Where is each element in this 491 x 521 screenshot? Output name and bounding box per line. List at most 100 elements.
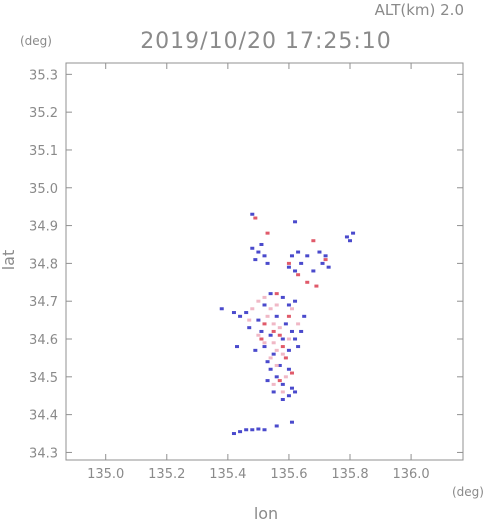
data-point	[289, 371, 294, 375]
data-point	[296, 345, 301, 349]
y-tick-label: 34.6	[29, 333, 58, 348]
data-point	[231, 432, 236, 436]
data-point	[271, 382, 276, 386]
data-point	[256, 250, 261, 254]
data-point	[250, 307, 255, 311]
data-point	[247, 326, 252, 330]
data-point	[274, 303, 279, 307]
data-point	[289, 254, 294, 258]
data-point	[235, 345, 240, 349]
y-tick-label: 34.3	[29, 446, 58, 461]
data-point	[256, 427, 261, 431]
data-point	[286, 303, 291, 307]
data-point	[293, 299, 298, 303]
data-point	[238, 430, 243, 434]
data-point	[244, 311, 249, 315]
data-point	[317, 250, 322, 254]
data-point	[231, 311, 236, 315]
data-point	[271, 329, 276, 333]
data-point	[286, 265, 291, 269]
data-point	[280, 295, 285, 299]
data-point	[305, 280, 310, 284]
data-point	[265, 231, 270, 235]
data-point	[323, 254, 328, 258]
data-point	[256, 333, 261, 337]
data-point	[326, 265, 331, 269]
data-points	[219, 212, 356, 436]
data-point	[256, 318, 261, 322]
data-point	[289, 307, 294, 311]
data-point	[268, 307, 273, 311]
data-point	[311, 269, 316, 273]
data-point	[271, 341, 276, 345]
data-point	[286, 367, 291, 371]
data-point	[348, 239, 353, 243]
data-point	[280, 345, 285, 349]
data-point	[271, 390, 276, 394]
data-point	[296, 322, 301, 326]
data-point	[283, 356, 288, 360]
data-point	[268, 367, 273, 371]
data-point	[274, 292, 279, 296]
data-point	[286, 261, 291, 265]
data-point	[253, 348, 258, 352]
data-point	[262, 322, 267, 326]
data-point	[286, 337, 291, 341]
data-point	[311, 239, 316, 243]
data-point	[323, 258, 328, 262]
data-point	[250, 246, 255, 250]
data-point	[259, 242, 264, 246]
y-tick-label: 34.7	[29, 295, 58, 310]
data-point	[271, 352, 276, 356]
data-point	[244, 428, 249, 432]
data-point	[277, 326, 282, 330]
data-point	[286, 348, 291, 352]
plot-frame	[65, 62, 464, 461]
data-point	[274, 348, 279, 352]
data-point	[280, 390, 285, 394]
y-tick-label: 35.1	[29, 144, 58, 159]
data-point	[277, 363, 282, 367]
data-point	[283, 375, 288, 379]
data-point	[280, 337, 285, 341]
data-point	[262, 295, 267, 299]
y-tick-label: 35.2	[29, 106, 58, 121]
data-point	[314, 284, 319, 288]
data-point	[259, 337, 264, 341]
data-point	[262, 303, 267, 307]
data-point	[256, 299, 261, 303]
data-point	[289, 420, 294, 424]
data-point	[274, 314, 279, 318]
data-point	[296, 250, 301, 254]
data-point	[253, 216, 258, 220]
data-point	[280, 398, 285, 402]
data-point	[302, 314, 307, 318]
data-point	[351, 231, 356, 235]
chart-title: 2019/10/20 17:25:10	[140, 29, 392, 54]
data-point	[289, 386, 294, 390]
data-point	[268, 292, 273, 296]
data-point	[274, 424, 279, 428]
data-point	[262, 345, 267, 349]
data-point	[250, 428, 255, 432]
data-point	[253, 258, 258, 262]
data-point	[277, 333, 282, 337]
data-point	[299, 329, 304, 333]
x-tick-label: 135.2	[148, 467, 185, 482]
y-tick-label: 34.9	[29, 220, 58, 235]
y-axis-label: lat	[0, 250, 18, 271]
data-point	[283, 322, 288, 326]
x-axis-unit: (deg)	[452, 485, 484, 499]
data-point	[265, 314, 270, 318]
data-point	[280, 352, 285, 356]
data-point	[286, 314, 291, 318]
x-axis-label: lon	[254, 504, 278, 521]
x-tick-label: 135.4	[209, 467, 246, 482]
data-point	[280, 382, 285, 386]
x-tick-label: 135.0	[87, 467, 124, 482]
y-tick-label: 34.8	[29, 257, 58, 272]
data-point	[262, 428, 267, 432]
data-point	[238, 314, 243, 318]
data-point	[268, 333, 273, 337]
